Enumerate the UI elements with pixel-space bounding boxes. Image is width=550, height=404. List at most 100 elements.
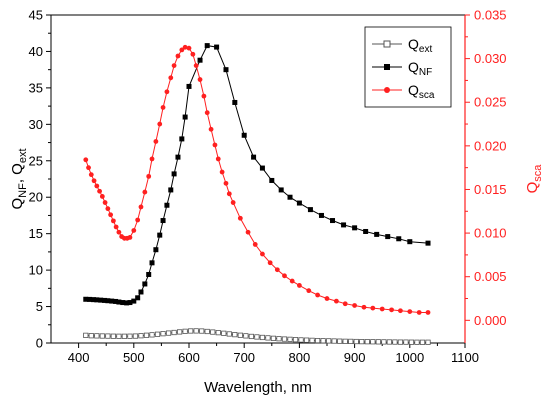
y-left-tick-label: 45 (29, 8, 43, 23)
point-ext (326, 338, 332, 344)
y-axis-left-title: QNF, Qext (9, 148, 29, 209)
point-NF (127, 300, 133, 306)
point-NF (425, 240, 431, 246)
point-sca (407, 309, 413, 314)
point-sca (226, 191, 232, 197)
y-left-tick-label: 20 (29, 190, 43, 205)
point-ext (309, 337, 315, 343)
x-tick-label: 500 (123, 350, 145, 365)
point-ext (315, 337, 321, 344)
point-ext (105, 333, 111, 339)
point-ext (83, 332, 89, 338)
point-NF (168, 187, 174, 193)
point-sca (230, 200, 236, 205)
legend-label-sca: Qsca (408, 82, 435, 101)
y-left-tick-label: 15 (29, 226, 43, 241)
point-NF (138, 289, 144, 295)
point-ext (215, 330, 221, 336)
point-ext (370, 339, 376, 345)
point-sca (83, 157, 89, 163)
point-NF (146, 271, 152, 277)
point-sca (193, 63, 199, 68)
legend: Qext QNF Qsca (364, 26, 452, 108)
point-NF (171, 171, 177, 177)
point-ext (127, 333, 133, 339)
point-ext (392, 339, 398, 345)
point-ext (292, 337, 299, 343)
legend-item-ext: Qext (372, 36, 432, 55)
point-ext (154, 331, 161, 337)
point-NF (157, 232, 163, 238)
x-tick-label: 1100 (451, 350, 479, 365)
point-sca (110, 218, 116, 224)
point-sca (113, 224, 119, 230)
y-left-sub-ext: ext (17, 148, 29, 163)
point-NF (87, 296, 93, 302)
point-sca (219, 169, 225, 175)
point-ext (320, 338, 326, 344)
point-ext (193, 328, 199, 334)
point-sca (168, 75, 174, 81)
point-sca (315, 292, 321, 298)
point-sca (153, 139, 159, 144)
point-sca (237, 215, 243, 221)
point-sca (201, 93, 207, 99)
point-NF (135, 295, 141, 301)
point-sca (97, 188, 102, 194)
series-NF (83, 43, 431, 306)
point-NF (109, 298, 115, 304)
legend-marker-nf (384, 64, 390, 70)
series (83, 43, 431, 345)
point-ext (232, 332, 238, 338)
point-NF (374, 231, 380, 237)
y-right-tick-label: 0.010 (474, 226, 507, 241)
y-right-tick-label: 0.015 (474, 182, 507, 197)
y-left-tick-label: 40 (29, 44, 43, 59)
point-NF (204, 43, 210, 49)
point-ext (265, 335, 271, 341)
point-NF (341, 222, 347, 228)
point-ext (353, 338, 359, 345)
point-ext (226, 331, 232, 337)
point-ext (243, 333, 249, 339)
point-ext (88, 333, 94, 339)
y-axis-right-title: Qsca (524, 164, 544, 194)
point-NF (102, 297, 108, 303)
point-NF (278, 187, 284, 193)
point-sca (94, 183, 100, 189)
point-NF (241, 132, 247, 138)
point-sca (135, 217, 141, 223)
y-right-tick-label: 0.025 (474, 95, 507, 110)
y-left-tick-label: 35 (29, 80, 43, 95)
point-NF (120, 300, 126, 306)
y-right-tick-label: 0.000 (474, 313, 507, 328)
point-sca (204, 110, 210, 116)
point-sca (306, 288, 312, 294)
point-sca (389, 307, 394, 313)
point-NF (149, 260, 155, 266)
point-sca (297, 283, 302, 288)
point-sca (91, 178, 97, 184)
point-ext (132, 333, 139, 339)
x-tick-label: 400 (68, 350, 90, 365)
point-ext (403, 339, 409, 345)
y-left-tick-label: 25 (29, 153, 43, 168)
point-sca (289, 278, 295, 284)
x-tick-label: 600 (178, 350, 200, 365)
point-ext (375, 339, 381, 345)
point-sca (99, 194, 105, 199)
point-NF (352, 225, 358, 231)
point-sca (342, 301, 348, 307)
point-ext (348, 338, 354, 344)
x-tick-label: 800 (289, 350, 311, 365)
point-ext (419, 339, 426, 345)
point-NF (363, 228, 369, 234)
point-NF (385, 234, 391, 240)
point-ext (204, 328, 210, 335)
point-sca (146, 173, 152, 179)
point-ext (337, 338, 343, 344)
legend-item-nf: QNF (372, 59, 432, 78)
point-sca (138, 204, 144, 210)
y-left-sep: , Q (9, 163, 26, 183)
point-NF (94, 297, 100, 303)
